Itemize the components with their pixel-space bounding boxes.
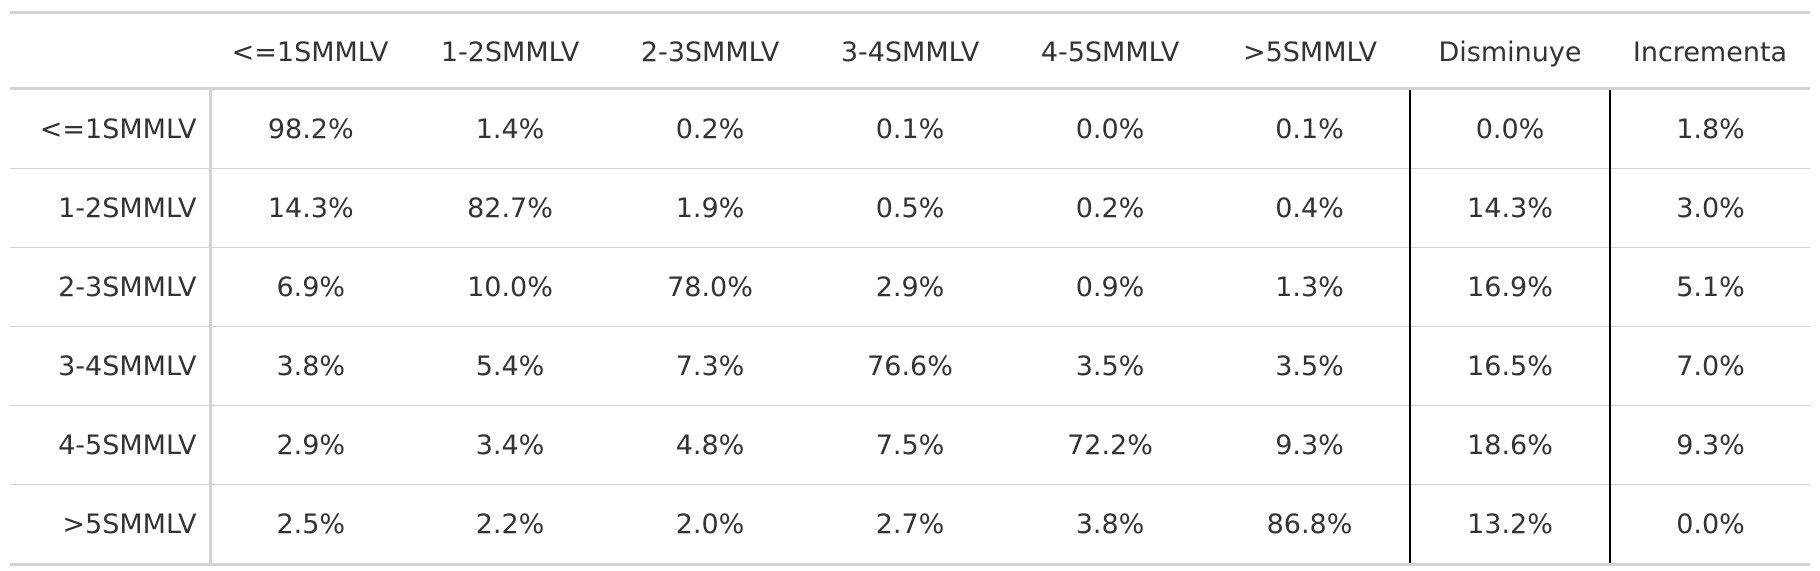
table-cell: 98.2% — [267, 113, 354, 145]
table-cell: 5.1% — [1609, 247, 1810, 327]
table-cell: 16.9% — [1409, 247, 1610, 327]
row-label: 1-2SMMLV — [10, 168, 212, 248]
header-row: <=1SMMLV 1-2SMMLV 2-3SMMLV 3-4SMMLV 4-5S… — [10, 12, 1810, 90]
table-cell: 0.0% — [1075, 113, 1145, 145]
table-cell: 14.3% — [210, 168, 410, 248]
row-label: 4-5SMMLV — [10, 405, 212, 485]
row-label: <=1SMMLV — [10, 88, 212, 169]
table-body: <=1SMMLV 98.2% 1.4% 0.2% 0.1% 0.0% 0.1% 0.0% 1.8… — [10, 88, 1810, 565]
table-cell: 2.9% — [810, 247, 1010, 327]
column-header-disminuye: Disminuye — [1410, 12, 1610, 90]
table-cell: 0.0% — [1409, 88, 1610, 169]
column-header: 3-4SMMLV — [810, 12, 1010, 90]
table-cell: 0.2% — [1010, 168, 1210, 248]
table-row: 3-4SMMLV 3.8% 5.4% 7.3% 76.6% 3.5% 3.5% 16.5% 7.… — [10, 326, 1810, 406]
table-cell: 5.4% — [410, 326, 610, 406]
table-cell: 3.0% — [1609, 168, 1810, 248]
table-cell: 10.0% — [410, 247, 610, 327]
table-cell: 9.3% — [1609, 405, 1810, 485]
table-cell: 2.9% — [210, 405, 410, 485]
table-cell: 3.5% — [1010, 326, 1210, 406]
table-cell: 7.0% — [1609, 326, 1810, 406]
table-cell: 16.5% — [1409, 326, 1610, 406]
table-cell: 82.7% — [410, 168, 610, 248]
table-cell: 0.1% — [875, 113, 945, 145]
table-cell: 1.8% — [1609, 88, 1810, 169]
table-row: 2-3SMMLV 6.9% 10.0% 78.0% 2.9% 0.9% 1.3% 16.9% 5… — [10, 247, 1810, 327]
table-cell: 3.8% — [210, 326, 410, 406]
table-cell: 9.3% — [1210, 405, 1410, 485]
transition-table: <=1SMMLV 1-2SMMLV 2-3SMMLV 3-4SMMLV 4-5S… — [10, 11, 1810, 566]
table-cell: 78.0% — [610, 247, 810, 327]
table-cell: 3.8% — [1010, 484, 1210, 565]
table-cell: 14.3% — [1409, 168, 1610, 248]
table-cell: 72.2% — [1010, 405, 1210, 485]
table-row: <=1SMMLV 98.2% 1.4% 0.2% 0.1% 0.0% 0.1% 0.0% 1.8… — [10, 88, 1810, 169]
header-stub — [10, 12, 210, 90]
column-header: 1-2SMMLV — [410, 12, 610, 90]
table-cell: 0.4% — [1210, 168, 1410, 248]
table-cell: 3.4% — [410, 405, 610, 485]
table-cell: 76.6% — [810, 326, 1010, 406]
table-cell: 0.2% — [675, 113, 745, 145]
column-header: <=1SMMLV — [210, 12, 410, 90]
column-header-incrementa: Incrementa — [1610, 12, 1810, 90]
table-cell: 7.3% — [610, 326, 810, 406]
table-cell: 0.1% — [1275, 113, 1344, 145]
table-cell: 18.6% — [1409, 405, 1610, 485]
table-cell: 2.0% — [610, 484, 810, 565]
table-cell: 6.9% — [210, 247, 410, 327]
table-row: 1-2SMMLV 14.3% 82.7% 1.9% 0.5% 0.2% 0.4% 14.3% 3… — [10, 168, 1810, 248]
table-row: >5SMMLV 2.5% 2.2% 2.0% 2.7% 3.8% 86.8% 13.2% 0.0… — [10, 484, 1810, 565]
table-cell: 3.5% — [1210, 326, 1410, 406]
table-cell: 2.7% — [810, 484, 1010, 565]
column-header: 2-3SMMLV — [610, 12, 810, 90]
table-cell: 1.4% — [475, 113, 545, 145]
table-cell: 0.9% — [1010, 247, 1210, 327]
table-cell: 4.8% — [610, 405, 810, 485]
table-cell: 1.3% — [1210, 247, 1410, 327]
table-cell: 1.9% — [610, 168, 810, 248]
row-label: 2-3SMMLV — [10, 247, 212, 327]
table-cell: 7.5% — [810, 405, 1010, 485]
row-label: >5SMMLV — [10, 484, 212, 565]
table-row: 4-5SMMLV 2.9% 3.4% 4.8% 7.5% 72.2% 9.3% 18.6% 9.… — [10, 405, 1810, 485]
table-cell: 13.2% — [1409, 484, 1610, 565]
table-cell: 0.0% — [1609, 484, 1810, 565]
table-cell: 0.5% — [810, 168, 1010, 248]
table-cell: 2.2% — [410, 484, 610, 565]
table-cell: 86.8% — [1210, 484, 1410, 565]
row-label: 3-4SMMLV — [10, 326, 212, 406]
column-header: >5SMMLV — [1210, 12, 1410, 90]
column-header: 4-5SMMLV — [1010, 12, 1210, 90]
table-cell: 2.5% — [210, 484, 410, 565]
